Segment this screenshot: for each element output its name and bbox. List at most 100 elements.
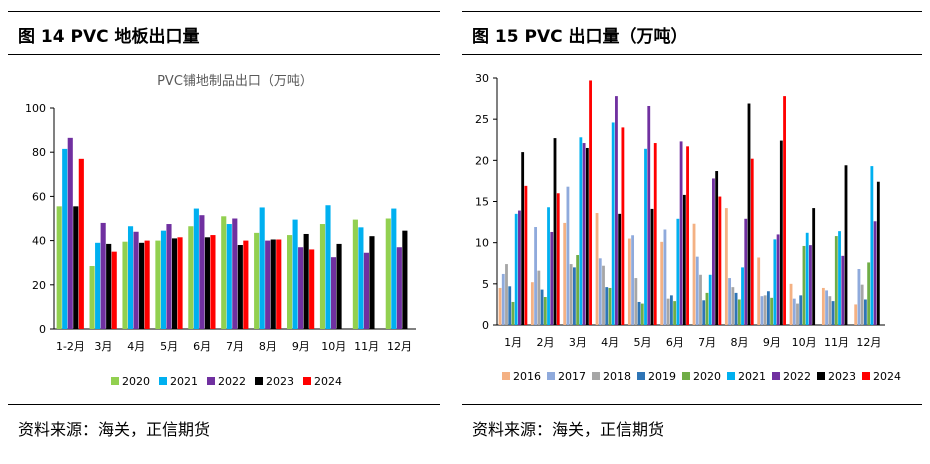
bar-2016 [595,213,599,325]
x-tick-label: 5月 [634,336,652,349]
bar-2020 [705,292,709,325]
x-tick-label: 7月 [698,336,716,349]
x-tick-label: 8月 [259,340,277,353]
bar-2021 [644,148,647,325]
x-tick-label: 3月 [569,336,587,349]
bar-2022 [298,247,304,329]
title-rule [8,54,440,55]
legend-label-2016: 2016 [513,370,541,383]
bar-2017 [760,296,764,325]
y-tick-label: 0 [39,323,46,336]
legend-swatch-2024 [303,377,311,385]
x-tick-label: 10月 [321,340,346,353]
bar-2023 [747,103,751,325]
bar-2024 [524,185,528,325]
bar-2020 [122,241,128,329]
bar-2017 [695,256,699,325]
bar-2024 [276,239,282,329]
x-tick-label: 4月 [127,340,145,353]
legend-label-2020: 2020 [693,370,721,383]
bar-2022 [166,224,172,329]
legend-label-2023: 2023 [266,375,294,388]
bar-2022 [809,245,812,325]
y-tick-label: 0 [482,319,489,332]
bar-2023 [402,230,408,329]
bar-2019 [766,291,770,325]
bar-2016 [627,238,631,325]
x-tick-label: 1月 [504,336,522,349]
bar-2024 [783,96,786,325]
x-tick-label: 2月 [537,336,555,349]
bar-2023 [369,236,375,329]
bar-2018 [602,265,605,325]
bar-2020 [673,301,677,325]
bar-2024 [243,240,249,329]
x-tick-label: 1-2月 [56,340,85,353]
bar-2019 [605,287,609,325]
legend-swatch-2019 [637,372,645,380]
legend-label-2019: 2019 [648,370,676,383]
bar-2018 [796,303,799,325]
right-figure-panel: 图 15 PVC 出口量（万吨） 0 5 10 15 20 25 30 1月 2月 3月 4月 5月 6… [462,0,922,464]
bar-2019 [540,289,544,325]
bar-2023 [106,243,112,329]
bar-2019 [572,267,576,325]
legend-label-2024: 2024 [873,370,901,383]
bar-2023 [779,140,783,325]
legend-label-2022: 2022 [218,375,246,388]
bar-2020 [576,255,580,325]
bar-2024 [686,146,689,325]
bar-2022 [744,218,748,325]
bar-2024 [111,251,117,329]
bar-2020 [385,218,391,329]
bar-2018 [569,264,573,325]
y-tick-label: 30 [475,72,489,85]
y-tick-label: 10 [475,237,489,250]
bar-2024 [556,193,560,325]
bar-2023 [303,233,309,329]
bar-2023 [876,181,880,325]
bar-2022 [615,96,618,325]
bar-2019 [863,299,867,325]
y-tick-label: 20 [475,154,489,167]
bar-2023 [715,171,719,325]
bar-2018 [699,274,702,325]
bar-2022 [199,215,205,329]
bar-2020 [834,236,838,325]
bar-2021 [676,218,680,325]
x-tick-label: 10月 [792,336,817,349]
source-rule [462,404,922,405]
bar-2023 [650,208,654,325]
legend-label-2022: 2022 [783,370,811,383]
legend-swatch-2018 [592,372,600,380]
bar-2018 [828,296,832,325]
figure-title: 图 14 PVC 地板出口量 [18,27,200,47]
bar-2020 [608,287,612,325]
y-tick-label: 5 [482,278,489,291]
bar-2020 [155,240,161,329]
bar-2023 [521,152,525,325]
bar-2022 [100,222,106,329]
y-tick-label: 60 [32,190,46,203]
x-tick-label: 12月 [387,340,412,353]
y-tick-label: 80 [32,146,46,159]
legend-label-2023: 2023 [828,370,856,383]
legend-label-2020: 2020 [122,375,150,388]
bar-2020 [221,216,227,329]
bar-2022 [582,143,586,325]
x-tick-label: 5月 [160,340,178,353]
bar-2023 [812,208,816,325]
bar-2020 [89,266,95,329]
bar-2022 [776,234,780,325]
bar-2022 [133,231,139,329]
bar-2021 [62,148,68,329]
bar-2024 [589,80,592,325]
x-tick-label: 6月 [193,340,211,353]
bar-2024 [144,240,150,329]
bar-2022 [841,255,845,325]
bar-2021 [391,208,397,329]
bar-2018 [537,270,541,325]
bar-2022 [647,105,651,325]
x-tick-label: 9月 [292,340,310,353]
bar-2022 [679,141,683,325]
